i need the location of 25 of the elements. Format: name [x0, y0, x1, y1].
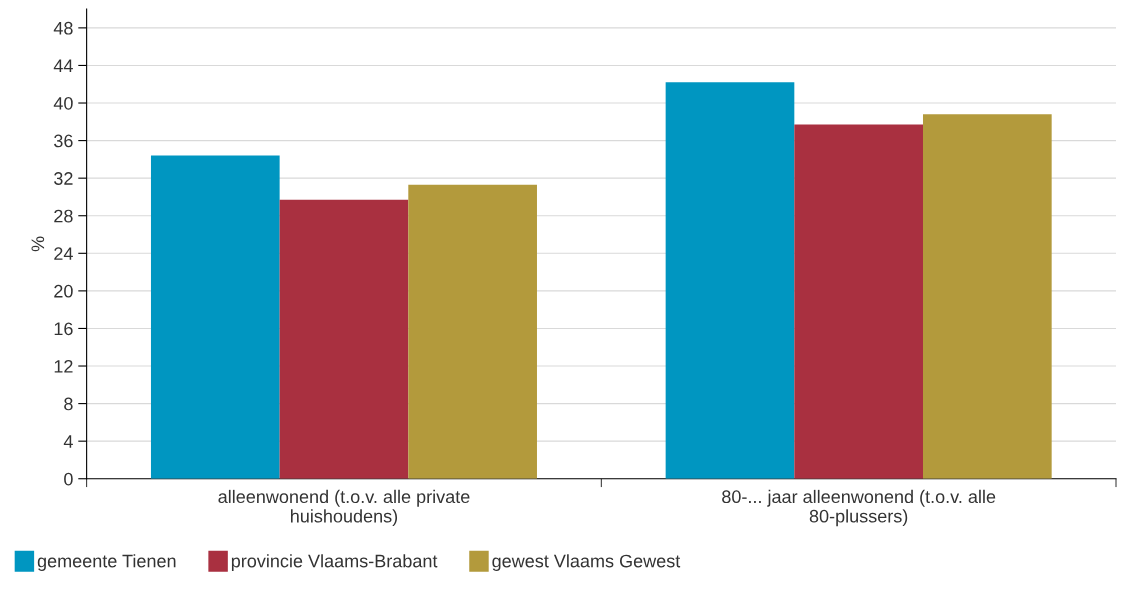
legend-label: gewest Vlaams Gewest [492, 554, 681, 571]
bar [279, 199, 409, 479]
bar [408, 184, 537, 479]
y-tick-label: 4 [63, 435, 73, 448]
bar [794, 124, 923, 479]
x-tick-label: alleenwonend (t.o.v. alle private huishoudens) [218, 489, 470, 527]
y-tick-label: 24 [54, 247, 73, 260]
y-tick-label: 32 [54, 172, 73, 185]
y-tick-label: 28 [54, 209, 73, 223]
y-tick-label: 36 [54, 134, 73, 148]
bar [665, 82, 795, 479]
y-tick-label: 20 [54, 284, 73, 298]
y-tick-label: 8 [64, 397, 73, 411]
y-tick-label: 48 [53, 21, 73, 35]
x-tick-label: 80-... jaar alleenwonend (t.o.v. alle 80-plussers) [722, 489, 996, 527]
y-axis-title: % [31, 236, 45, 252]
y-tick-label: 40 [53, 96, 73, 110]
y-tick-label: 12 [54, 359, 73, 373]
y-tick-label: 0 [64, 472, 73, 486]
bar [922, 114, 1052, 479]
legend-label: gemeente Tienen [37, 554, 176, 571]
y-tick-label: 44 [53, 59, 73, 72]
y-tick-label: 16 [54, 322, 73, 336]
bar [150, 155, 280, 479]
legend-label: provincie Vlaams-Brabant [231, 554, 438, 571]
